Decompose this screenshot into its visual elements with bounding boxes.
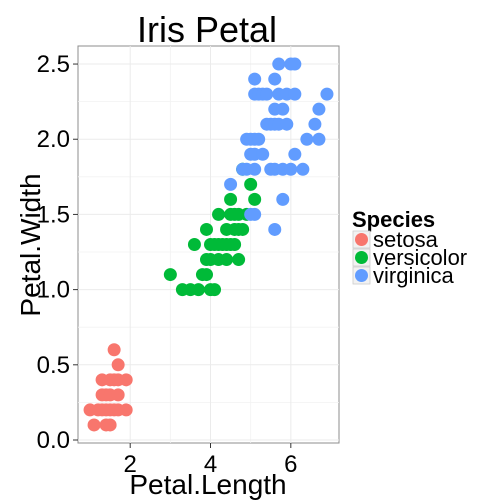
data-point-virginica <box>256 147 270 161</box>
data-point-virginica <box>288 147 302 161</box>
data-point-versicolor <box>236 222 250 236</box>
data-point-virginica <box>288 87 302 101</box>
data-point-virginica <box>300 132 314 146</box>
data-point-virginica <box>312 132 326 146</box>
y-axis-label: Petal.Width <box>15 173 46 316</box>
legend-label: versicolor <box>373 245 467 270</box>
x-axis-label: Petal.Length <box>129 469 286 500</box>
data-point-virginica <box>272 57 286 71</box>
y-tick-label: 2.5 <box>37 51 70 78</box>
data-point-setosa <box>111 388 125 402</box>
data-point-virginica <box>276 102 290 116</box>
data-point-virginica <box>248 207 262 221</box>
data-points <box>83 57 334 432</box>
data-point-versicolor <box>220 253 234 267</box>
data-point-setosa <box>87 418 101 432</box>
axis-ticks: 2 4 6 0.0 0.5 1.0 1.5 2.0 2.5 <box>37 51 298 478</box>
data-point-versicolor <box>199 222 213 236</box>
y-tick-label: 0.5 <box>37 352 70 379</box>
data-point-versicolor <box>212 207 226 221</box>
x-tick-label: 2 <box>124 451 137 478</box>
data-point-virginica <box>284 162 298 176</box>
legend-key-point <box>355 233 368 246</box>
data-point-setosa <box>111 358 125 372</box>
legend-title: Species <box>352 207 435 232</box>
data-point-setosa <box>107 343 121 357</box>
legend-label: virginica <box>373 263 454 288</box>
data-point-virginica <box>268 72 282 86</box>
y-tick-label: 0.0 <box>37 427 70 454</box>
data-point-virginica <box>224 177 238 191</box>
data-point-virginica <box>248 162 262 176</box>
data-point-virginica <box>252 132 266 146</box>
data-point-virginica <box>288 57 302 71</box>
data-point-versicolor <box>208 283 222 297</box>
data-point-versicolor <box>244 177 258 191</box>
legend-label: setosa <box>373 227 439 252</box>
data-point-setosa <box>103 418 117 432</box>
data-point-setosa <box>119 403 133 417</box>
data-point-versicolor <box>187 238 201 251</box>
chart-title: Iris Petal <box>137 9 277 50</box>
y-tick-label: 2.0 <box>37 126 70 153</box>
data-point-virginica <box>308 117 322 131</box>
data-point-virginica <box>280 117 294 131</box>
x-tick-label: 6 <box>284 451 297 478</box>
data-point-virginica <box>248 72 262 86</box>
data-point-setosa <box>119 373 133 387</box>
data-point-virginica <box>320 87 334 101</box>
data-point-virginica <box>312 102 326 116</box>
data-point-versicolor <box>191 283 205 297</box>
legend-key-point <box>355 251 368 264</box>
data-point-versicolor <box>232 253 246 267</box>
legend-key-point <box>355 269 368 282</box>
data-point-versicolor <box>163 268 177 282</box>
data-point-virginica <box>268 222 282 236</box>
data-point-versicolor <box>199 268 213 282</box>
data-point-virginica <box>260 87 274 101</box>
x-tick-label: 4 <box>204 451 217 478</box>
y-tick-label: 1.0 <box>37 277 70 304</box>
data-point-versicolor <box>224 192 238 206</box>
data-point-virginica <box>296 162 310 176</box>
data-point-versicolor <box>248 192 262 206</box>
y-tick-label: 1.5 <box>37 201 70 228</box>
data-point-virginica <box>276 192 290 206</box>
data-point-versicolor <box>228 238 242 251</box>
